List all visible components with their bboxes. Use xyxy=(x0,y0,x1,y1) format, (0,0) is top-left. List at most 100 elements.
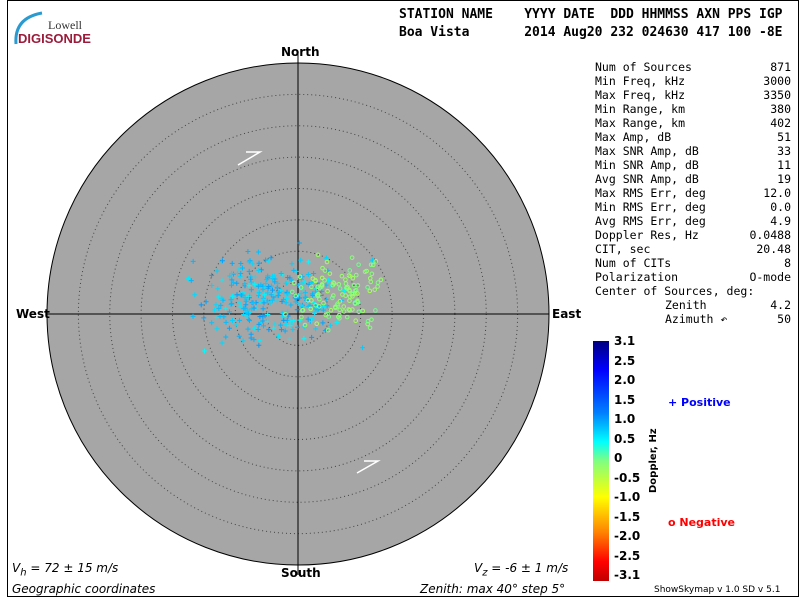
positive-source xyxy=(252,281,258,287)
positive-source xyxy=(309,316,315,322)
negative-source xyxy=(297,274,303,280)
negative-source xyxy=(375,284,380,289)
zenith-info: Zenith: max 40° step 5° xyxy=(420,582,566,596)
positive-source xyxy=(289,261,295,267)
stats-panel: Num of Sources 871 Min Freq, kHz 3000 Max Fr… xyxy=(595,60,791,326)
positive-source xyxy=(262,313,268,319)
negative-source xyxy=(333,304,338,310)
colorbar-tick: 1.5 xyxy=(614,392,636,407)
positive-source xyxy=(271,325,277,331)
negative-source xyxy=(346,273,352,278)
positive-source xyxy=(266,283,272,289)
positive-source xyxy=(323,296,329,302)
negative-source xyxy=(319,275,325,281)
positive-source xyxy=(302,290,308,296)
colorbar-tick: -2.0 xyxy=(614,529,641,543)
colorbar-tick: -1.5 xyxy=(614,509,641,524)
skymap xyxy=(46,53,550,575)
positive-source xyxy=(269,297,275,303)
positive-source xyxy=(320,320,326,326)
positive-source xyxy=(263,257,269,263)
positive-source xyxy=(234,292,240,298)
positive-source xyxy=(283,280,289,286)
colorbar-label: Doppler, Hz xyxy=(648,428,659,493)
positive-source xyxy=(213,314,219,320)
logo-lowell: Lowell xyxy=(48,18,82,32)
positive-source xyxy=(190,313,196,319)
negative-source xyxy=(356,262,361,267)
positive-source xyxy=(247,318,253,324)
negative-source xyxy=(325,288,330,294)
positive-source xyxy=(276,293,282,299)
negative-source xyxy=(322,278,327,283)
positive-source xyxy=(326,277,332,283)
positive-source xyxy=(226,325,232,331)
negative-source xyxy=(314,321,320,326)
negative-source xyxy=(313,278,318,284)
positive-source xyxy=(282,328,288,334)
positive-source xyxy=(293,299,299,305)
positive-source xyxy=(229,293,235,299)
positive-source xyxy=(324,303,330,309)
center-zenith: Zenith 4.2 xyxy=(665,298,791,312)
positive-source xyxy=(288,302,294,308)
positive-source xyxy=(250,261,256,267)
negative-source xyxy=(291,280,297,286)
positive-source xyxy=(246,283,252,289)
positive-source xyxy=(305,259,311,265)
negative-source xyxy=(367,275,373,281)
positive-source xyxy=(313,326,319,332)
negative-source xyxy=(322,268,328,273)
positive-source xyxy=(296,240,302,246)
negative-source xyxy=(335,314,341,320)
negative-source xyxy=(353,291,358,296)
positive-source xyxy=(298,257,304,263)
coords-label: Geographic coordinates xyxy=(12,582,156,596)
positive-source xyxy=(198,302,204,308)
positive-source xyxy=(255,249,261,255)
positive-source xyxy=(270,273,276,279)
positive-source xyxy=(246,311,252,317)
positive-source xyxy=(257,314,263,320)
positive-source xyxy=(325,268,331,274)
positive-source xyxy=(308,319,314,325)
negative-source xyxy=(343,277,348,283)
negative-source xyxy=(325,327,331,333)
logo-arc-icon xyxy=(14,11,43,45)
positive-source xyxy=(241,311,247,317)
positive-source xyxy=(237,273,243,279)
positive-source xyxy=(309,280,315,286)
positive-source xyxy=(219,340,225,346)
positive-source xyxy=(201,315,207,321)
negative-source xyxy=(283,312,288,317)
positive-source xyxy=(268,255,274,261)
positive-source xyxy=(246,268,252,274)
positive-source xyxy=(297,295,303,301)
positive-source xyxy=(203,299,209,305)
positive-source xyxy=(248,287,254,293)
negative-source xyxy=(337,299,343,304)
negative-source xyxy=(323,312,329,318)
positive-source xyxy=(219,258,225,264)
stat-row: Max SNR Amp, dB 33 xyxy=(595,144,791,158)
positive-source xyxy=(266,258,272,264)
positive-source xyxy=(263,280,269,286)
negative-source xyxy=(350,275,356,281)
negative-source xyxy=(317,296,322,302)
positive-source xyxy=(275,280,281,286)
positive-source xyxy=(315,307,321,313)
positive-source xyxy=(280,297,286,303)
negative-source xyxy=(320,265,325,271)
stat-row: Min RMS Err, deg 0.0 xyxy=(595,200,791,214)
negative-source xyxy=(372,287,378,292)
legend-negative: o Negative xyxy=(668,516,736,529)
stat-row: Min SNR Amp, dB 11 xyxy=(595,158,791,172)
negative-source xyxy=(347,287,352,293)
negative-source xyxy=(317,285,323,291)
positive-source xyxy=(246,259,252,265)
negative-source xyxy=(337,307,342,313)
east-label: East xyxy=(552,307,582,321)
stat-row: Max Amp, dB 51 xyxy=(595,130,791,144)
negative-source xyxy=(347,307,352,313)
negative-source xyxy=(339,273,345,279)
